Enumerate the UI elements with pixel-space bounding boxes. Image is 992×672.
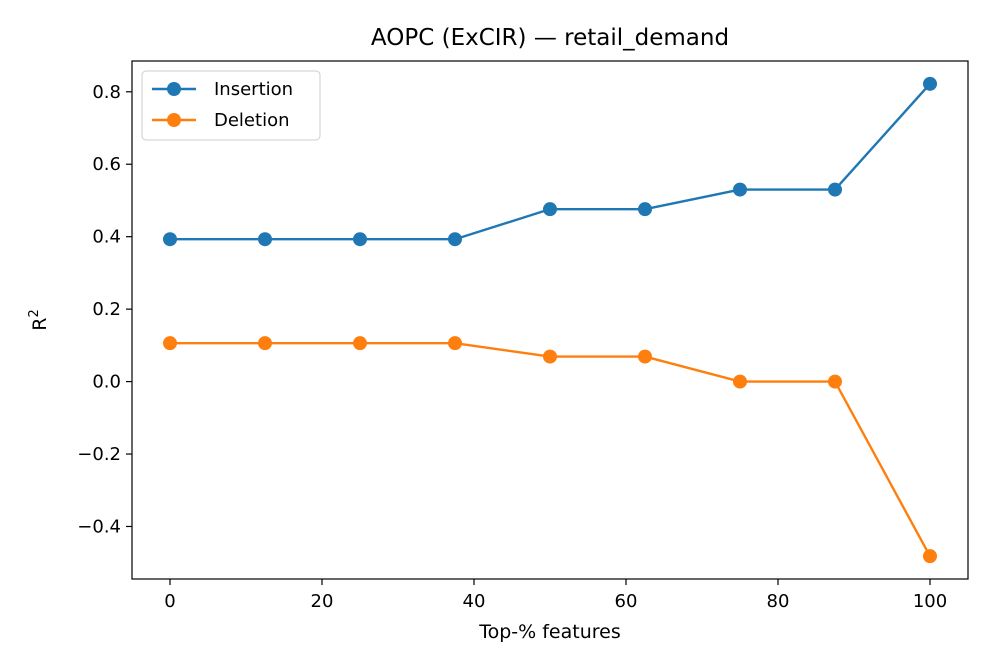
legend-item: Deletion	[152, 110, 290, 131]
data-point	[353, 232, 367, 247]
x-tick-label: 100	[913, 591, 947, 612]
data-point	[638, 349, 652, 364]
y-axis-label: R2	[27, 309, 51, 330]
legend-marker	[167, 113, 181, 127]
y-tick-label: −0.2	[77, 444, 121, 465]
data-point	[543, 349, 557, 364]
x-axis-label: Top-% features	[478, 621, 621, 643]
x-axis: 0 20 40 60 80 100	[164, 579, 947, 612]
axes-frame	[131, 60, 969, 580]
legend-item: Insertion	[152, 79, 293, 100]
x-tick-label: 60	[615, 591, 638, 612]
data-point	[638, 202, 652, 217]
x-tick-label: 80	[767, 591, 790, 612]
plot-area	[163, 76, 937, 564]
data-point	[733, 374, 747, 389]
data-point	[353, 336, 367, 351]
y-tick-label: 0.4	[92, 227, 121, 248]
data-point	[448, 232, 462, 247]
legend-marker	[167, 82, 181, 96]
data-point	[258, 232, 272, 247]
data-point	[163, 336, 177, 351]
x-tick-label: 0	[164, 591, 175, 612]
x-tick-label: 20	[311, 591, 334, 612]
data-point	[923, 76, 937, 91]
data-point	[258, 336, 272, 351]
data-point	[828, 182, 842, 197]
data-point	[543, 202, 557, 217]
data-point	[163, 232, 177, 247]
y-axis: −0.4 −0.2 0.0 0.2 0.4 0.6 0.8	[77, 82, 132, 537]
y-tick-label: 0.0	[92, 372, 121, 393]
data-point	[733, 182, 747, 197]
legend-label: Insertion	[214, 79, 293, 100]
series-insertion	[163, 76, 937, 247]
y-tick-label: −0.4	[77, 516, 121, 537]
data-point	[828, 374, 842, 389]
data-point	[923, 549, 937, 564]
y-tick-label: 0.2	[92, 299, 121, 320]
y-tick-label: 0.6	[92, 154, 121, 175]
legend-label: Deletion	[214, 110, 290, 131]
series-deletion	[163, 336, 937, 564]
chart-title: AOPC (ExCIR) — retail_demand	[371, 25, 729, 51]
data-point	[448, 336, 462, 351]
x-tick-label: 40	[463, 591, 486, 612]
legend: Insertion Deletion	[141, 70, 321, 141]
y-tick-label: 0.8	[92, 82, 121, 103]
